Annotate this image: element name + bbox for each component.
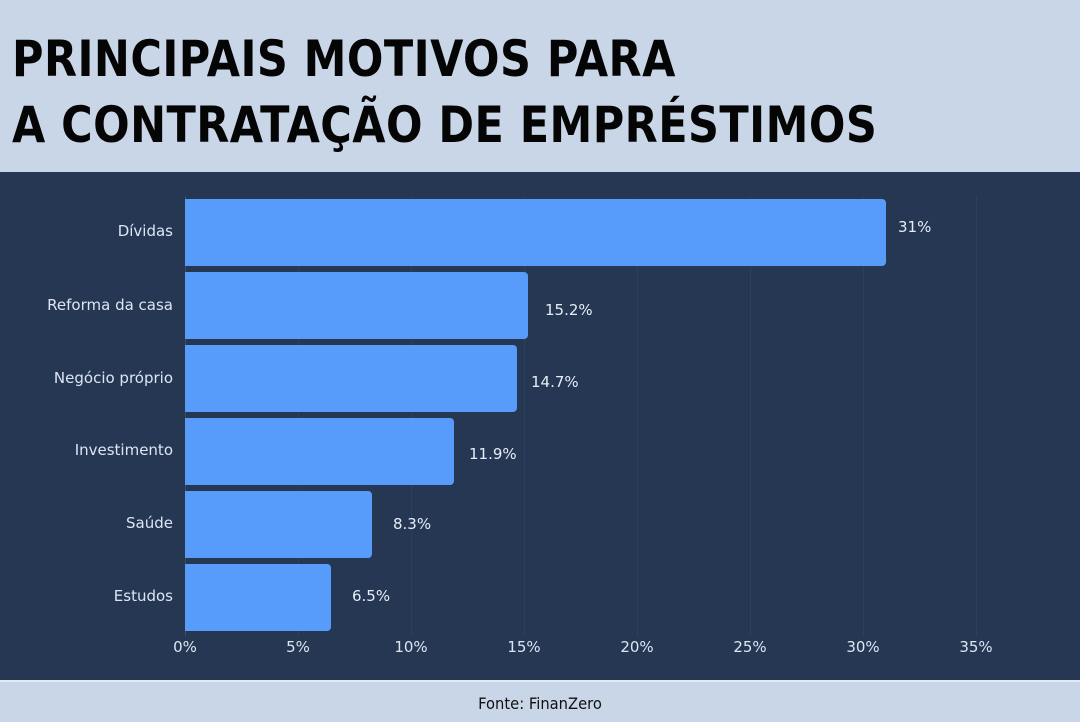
bar-estudos: [185, 564, 331, 631]
gridline-35: [976, 196, 977, 636]
gridline-25: [750, 196, 751, 636]
bar-dividas: [185, 199, 886, 266]
x-tick-label: 35%: [959, 638, 993, 656]
category-label: Saúde: [126, 514, 173, 532]
x-tick-label: 5%: [286, 638, 310, 656]
x-tick-label: 0%: [173, 638, 197, 656]
x-tick-label: 25%: [733, 638, 767, 656]
gridline-5: [298, 196, 299, 636]
chart-title-line-1: PRINCIPAIS MOTIVOS PARA: [12, 30, 676, 88]
x-tick-label: 20%: [620, 638, 654, 656]
category-label: Negócio próprio: [53, 369, 173, 387]
gridline-15: [524, 196, 525, 636]
value-label: 15.2%: [545, 301, 593, 319]
value-label: 31%: [898, 218, 932, 236]
footer: Fonte: FinanZero: [0, 680, 1080, 722]
x-tick-label: 10%: [394, 638, 428, 656]
category-label: Estudos: [113, 587, 173, 605]
chart-panel: Dívidas 31% Reforma da casa 15.2% Negóci…: [0, 172, 1080, 680]
x-tick-label: 15%: [507, 638, 541, 656]
gridline-10: [411, 196, 412, 636]
bar-reforma-da-casa: [185, 272, 528, 339]
bar-investimento: [185, 418, 454, 485]
y-axis-line: [185, 196, 186, 636]
header: PRINCIPAIS MOTIVOS PARA A CONTRATAÇÃO DE…: [0, 0, 1080, 172]
category-label: Dívidas: [117, 222, 173, 240]
value-label: 11.9%: [469, 445, 517, 463]
source-note: Fonte: FinanZero: [478, 694, 602, 713]
category-label: Investimento: [74, 441, 173, 459]
chart-title-line-2: A CONTRATAÇÃO DE EMPRÉSTIMOS: [12, 96, 878, 154]
gridline-20: [637, 196, 638, 636]
value-label: 8.3%: [393, 515, 432, 533]
x-tick-label: 30%: [846, 638, 880, 656]
value-label: 6.5%: [352, 587, 391, 605]
category-label: Reforma da casa: [47, 296, 173, 314]
bar-saude: [185, 491, 372, 558]
gridline-30: [863, 196, 864, 636]
value-label: 14.7%: [531, 373, 579, 391]
bar-negocio-proprio: [185, 345, 517, 412]
